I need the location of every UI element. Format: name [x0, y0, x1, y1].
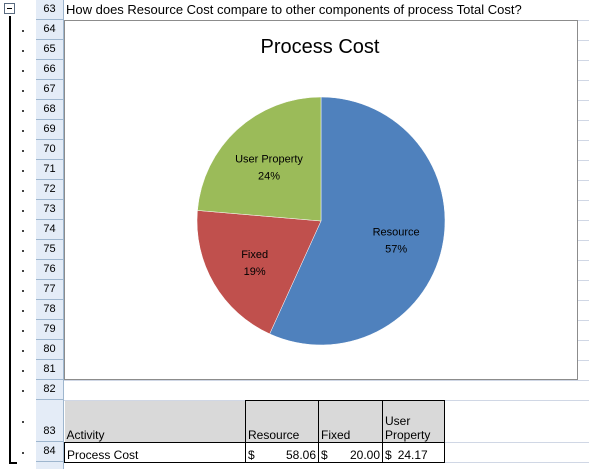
- header-fixed[interactable]: Fixed: [318, 400, 383, 443]
- outline-dot: [22, 70, 24, 72]
- outline-dot: [22, 452, 24, 454]
- row-header-74[interactable]: 74: [36, 220, 63, 240]
- row-header-81[interactable]: 81: [36, 360, 63, 380]
- outline-dot: [22, 310, 24, 312]
- chart-title: Process Cost: [261, 36, 380, 58]
- outline-dot: [22, 230, 24, 232]
- resource-value: 58.06: [285, 448, 316, 462]
- outline-dot: [22, 150, 24, 152]
- row-header-77[interactable]: 77: [36, 280, 63, 300]
- pie-slice-user-property[interactable]: [197, 96, 322, 222]
- header-user-property[interactable]: User Property: [382, 400, 445, 443]
- row-headers: 63 64 65 66 67 68 69 70 71 72 73 74 75 76 77 78 79 80 81 82…: [36, 0, 64, 469]
- cell-user-property[interactable]: $ 24.17: [382, 442, 445, 463]
- outline-dot: [22, 250, 24, 252]
- pie-slice-resource[interactable]: [269, 96, 446, 346]
- gridline: [64, 380, 589, 381]
- fixed-value: 20.00: [349, 448, 380, 462]
- outline-dot: [22, 270, 24, 272]
- row-header-65[interactable]: 65: [36, 40, 63, 60]
- header-activity[interactable]: Activity: [64, 400, 246, 443]
- pie-slice-fixed[interactable]: [196, 210, 322, 335]
- outline-dot: [22, 421, 24, 423]
- cell-resource[interactable]: $ 58.06: [245, 442, 319, 463]
- data-table: Activity Resource Fixed User Property Pr…: [64, 400, 445, 463]
- row-header-79[interactable]: 79: [36, 320, 63, 340]
- outline-dot: [22, 50, 24, 52]
- pie-chart[interactable]: Process Cost Resource 57% Fixed 19% User Pro…: [64, 20, 578, 380]
- row-header-82[interactable]: 82: [36, 380, 63, 400]
- outline-dot: [22, 290, 24, 292]
- gridline: [64, 462, 589, 463]
- pie-label-user-property: User Property 24%: [235, 153, 303, 182]
- outline-dot: [22, 30, 24, 32]
- row-header-63[interactable]: 63: [36, 0, 63, 20]
- row-header-84[interactable]: 84: [36, 442, 63, 462]
- row-header-64[interactable]: 64: [36, 20, 63, 40]
- outline-dot: [22, 130, 24, 132]
- outline-dot: [22, 330, 24, 332]
- row-header-78[interactable]: 78: [36, 300, 63, 320]
- question-cell[interactable]: How does Resource Cost compare to other …: [66, 2, 522, 17]
- outline-dot: [22, 110, 24, 112]
- chart-canvas: Process Cost Resource 57% Fixed 19% User Pro…: [196, 36, 446, 346]
- row-header-83[interactable]: 83: [36, 400, 63, 442]
- cell-activity[interactable]: Process Cost: [64, 442, 246, 463]
- outline-bar: [0, 0, 36, 469]
- pie-label-fixed: Fixed 19%: [241, 249, 268, 278]
- group-bracket-end: [9, 462, 17, 464]
- outline-dot: [22, 190, 24, 192]
- outline-dot: [22, 370, 24, 372]
- row-header-71[interactable]: 71: [36, 160, 63, 180]
- user-property-value: 24.17: [397, 448, 428, 462]
- outline-dot: [22, 350, 24, 352]
- row-header-75[interactable]: 75: [36, 240, 63, 260]
- row-header-70[interactable]: 70: [36, 140, 63, 160]
- currency-symbol: $: [248, 448, 255, 462]
- outline-dot: [22, 90, 24, 92]
- worksheet-grid[interactable]: How does Resource Cost compare to other …: [64, 0, 589, 469]
- row-header-72[interactable]: 72: [36, 180, 63, 200]
- currency-symbol: $: [321, 448, 328, 462]
- row-header-80[interactable]: 80: [36, 340, 63, 360]
- currency-symbol: $: [385, 448, 392, 462]
- cell-fixed[interactable]: $ 20.00: [318, 442, 383, 463]
- pie-label-resource: Resource 57%: [373, 226, 420, 255]
- row-header-69[interactable]: 69: [36, 120, 63, 140]
- row-header-76[interactable]: 76: [36, 260, 63, 280]
- row-header-67[interactable]: 67: [36, 80, 63, 100]
- outline-dot: [22, 210, 24, 212]
- collapse-group-button[interactable]: [4, 3, 15, 14]
- group-bracket: [9, 16, 11, 464]
- header-resource[interactable]: Resource: [245, 400, 319, 443]
- row-header-68[interactable]: 68: [36, 100, 63, 120]
- row-header-73[interactable]: 73: [36, 200, 63, 220]
- row-header-66[interactable]: 66: [36, 60, 63, 80]
- outline-dot: [22, 390, 24, 392]
- outline-dot: [22, 170, 24, 172]
